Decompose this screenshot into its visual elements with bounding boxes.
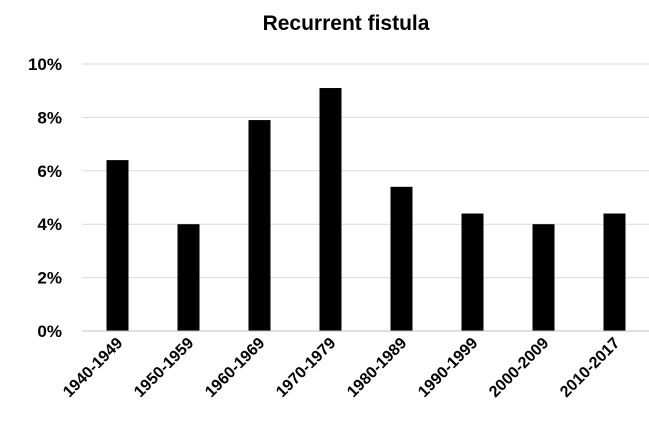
x-tick-label: 1990-1999	[415, 335, 481, 401]
y-tick-label: 6%	[37, 162, 62, 181]
bar-1980-1989	[390, 186, 413, 331]
bar-1960-1969	[248, 120, 271, 331]
bars	[106, 88, 626, 331]
x-tick-label: 2010-2017	[557, 335, 623, 401]
bar-1940-1949	[106, 160, 129, 331]
x-tick-label: 1960-1969	[202, 335, 268, 401]
y-tick-label: 2%	[37, 269, 62, 288]
y-tick-label: 0%	[37, 322, 62, 341]
y-tick-label: 8%	[37, 108, 62, 127]
chart-title: Recurrent fistula	[263, 12, 430, 35]
x-tick-label: 2000-2009	[486, 335, 552, 401]
bar-1950-1959	[177, 224, 200, 331]
x-tick-label: 1980-1989	[344, 335, 410, 401]
x-axis-tick-labels: 1940-1949 1950-1959 1960-1969 1970-1979 1980…	[60, 335, 623, 401]
y-tick-label: 4%	[37, 215, 62, 234]
x-tick-label: 1940-1949	[60, 335, 126, 401]
y-tick-label: 10%	[28, 55, 62, 74]
bar-2010-2017	[603, 213, 626, 331]
bar-2000-2009	[532, 224, 555, 331]
x-tick-label: 1950-1959	[131, 335, 197, 401]
bar-1990-1999	[461, 213, 484, 331]
gridlines	[82, 63, 649, 279]
bar-1970-1979	[319, 88, 342, 331]
y-axis-tick-labels: 0% 2% 4% 6% 8% 10%	[28, 55, 62, 341]
x-tick-label: 1970-1979	[273, 335, 339, 401]
